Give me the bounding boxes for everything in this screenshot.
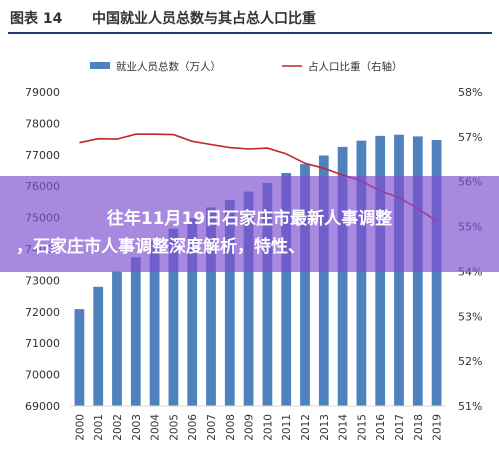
bar-2000 xyxy=(74,309,85,406)
headline-line-2: ，石家庄市人事调整深度解析，特性、 xyxy=(16,237,305,257)
left-tick-72000: 72000 xyxy=(25,306,60,319)
bar-2009 xyxy=(243,191,254,406)
right-tick-53%: 53% xyxy=(458,310,482,323)
x-tick-2011: 2011 xyxy=(281,414,293,441)
x-tick-2015: 2015 xyxy=(356,414,368,441)
right-tick-52%: 52% xyxy=(458,355,482,368)
header-rule xyxy=(8,32,492,34)
x-tick-2005: 2005 xyxy=(168,414,180,441)
right-tick-57%: 57% xyxy=(458,131,482,144)
bar-2019 xyxy=(431,140,442,406)
bar-2011 xyxy=(281,173,292,406)
bar-2007 xyxy=(206,207,216,406)
bar-2001 xyxy=(93,286,104,406)
figure-title: 中国就业人员总数与其占总人口比重 xyxy=(92,11,316,27)
x-axis: 2000 2001 2002 2003 2004 2005 2006 2007 2008 2009… xyxy=(70,405,446,441)
x-tick-2010: 2010 xyxy=(262,414,274,441)
x-tick-2000: 2000 xyxy=(74,414,86,441)
headline-overlay: 往年11月19日石家庄市最新人事调整 ，石家庄市人事调整深度解析，特性、 xyxy=(0,176,499,272)
legend-bar-swatch xyxy=(90,62,110,69)
legend-line-label: 占人口比重（右轴） xyxy=(308,60,403,73)
x-tick-2019: 2019 xyxy=(432,414,444,441)
bar-2002 xyxy=(112,271,122,406)
x-tick-2008: 2008 xyxy=(225,414,237,441)
x-tick-2018: 2018 xyxy=(413,414,425,441)
figure-label: 图表 14 xyxy=(10,11,63,27)
left-tick-73000: 73000 xyxy=(25,274,60,287)
bar-2010 xyxy=(262,182,273,406)
bar-2014 xyxy=(337,146,348,406)
left-tick-79000: 79000 xyxy=(25,86,60,99)
bar-2012 xyxy=(300,164,310,406)
legend-bar-label: 就业人员总数（万人） xyxy=(116,60,221,73)
left-tick-78000: 78000 xyxy=(25,117,60,130)
headline-line-1: 往年11月19日石家庄市最新人事调整 xyxy=(106,209,393,229)
x-tick-2007: 2007 xyxy=(206,414,218,441)
right-tick-58%: 58% xyxy=(458,86,482,99)
left-tick-69000: 69000 xyxy=(25,400,60,413)
legend: 就业人员总数（万人） 占人口比重（右轴） xyxy=(90,60,403,73)
bar-2013 xyxy=(318,155,329,406)
x-tick-2004: 2004 xyxy=(150,414,162,441)
x-tick-2002: 2002 xyxy=(112,414,124,441)
x-tick-2012: 2012 xyxy=(300,414,312,441)
bar-2006 xyxy=(187,218,198,406)
x-tick-2009: 2009 xyxy=(244,414,256,441)
left-tick-71000: 71000 xyxy=(25,337,60,350)
x-tick-2013: 2013 xyxy=(319,414,331,441)
left-tick-70000: 70000 xyxy=(25,369,60,382)
x-tick-2003: 2003 xyxy=(131,414,143,441)
bar-2004 xyxy=(149,240,160,406)
x-tick-2014: 2014 xyxy=(338,414,350,441)
bar-2005 xyxy=(168,228,179,406)
right-tick-51%: 51% xyxy=(458,400,482,413)
bar-2008 xyxy=(224,199,235,406)
x-tick-2006: 2006 xyxy=(187,414,199,441)
x-tick-2016: 2016 xyxy=(375,414,387,441)
figure-header: 图表 14 中国就业人员总数与其占总人口比重 xyxy=(0,0,499,40)
left-tick-77000: 77000 xyxy=(25,149,60,162)
bar-2015 xyxy=(356,140,367,406)
x-tick-2001: 2001 xyxy=(93,414,105,441)
x-tick-2017: 2017 xyxy=(394,414,406,441)
bar-2003 xyxy=(130,257,141,406)
